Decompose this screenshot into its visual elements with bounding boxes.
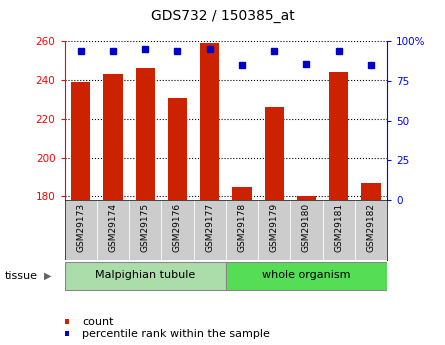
FancyBboxPatch shape — [65, 200, 97, 260]
FancyBboxPatch shape — [355, 200, 387, 260]
Bar — [136, 69, 155, 200]
Text: ▶: ▶ — [44, 271, 52, 281]
Text: count: count — [82, 317, 114, 326]
FancyBboxPatch shape — [97, 200, 129, 260]
Text: GSM29174: GSM29174 — [109, 203, 117, 252]
Text: GSM29173: GSM29173 — [76, 203, 85, 252]
FancyBboxPatch shape — [226, 200, 258, 260]
FancyBboxPatch shape — [258, 200, 291, 260]
Text: GSM29179: GSM29179 — [270, 203, 279, 252]
Bar — [200, 43, 219, 200]
Bar — [103, 74, 123, 200]
Text: GSM29177: GSM29177 — [205, 203, 214, 252]
Text: whole organism: whole organism — [262, 270, 351, 280]
Text: GSM29178: GSM29178 — [238, 203, 247, 252]
Text: GSM29180: GSM29180 — [302, 203, 311, 252]
FancyBboxPatch shape — [291, 200, 323, 260]
FancyBboxPatch shape — [129, 200, 162, 260]
Text: GSM29176: GSM29176 — [173, 203, 182, 252]
Text: Malpighian tubule: Malpighian tubule — [95, 270, 195, 280]
FancyBboxPatch shape — [194, 200, 226, 260]
Text: GSM29182: GSM29182 — [367, 203, 376, 252]
Text: GSM29175: GSM29175 — [141, 203, 150, 252]
Text: GDS732 / 150385_at: GDS732 / 150385_at — [150, 9, 295, 23]
Text: percentile rank within the sample: percentile rank within the sample — [82, 329, 270, 338]
FancyBboxPatch shape — [162, 200, 194, 260]
Bar — [71, 82, 90, 200]
Text: GSM29181: GSM29181 — [334, 203, 343, 252]
Bar — [168, 98, 187, 200]
FancyBboxPatch shape — [323, 200, 355, 260]
Bar — [361, 183, 381, 200]
Text: tissue: tissue — [4, 271, 37, 281]
FancyBboxPatch shape — [65, 262, 226, 290]
Bar — [232, 187, 252, 200]
Bar — [265, 107, 284, 200]
FancyBboxPatch shape — [226, 262, 387, 290]
Bar — [297, 196, 316, 200]
Bar — [329, 72, 348, 200]
